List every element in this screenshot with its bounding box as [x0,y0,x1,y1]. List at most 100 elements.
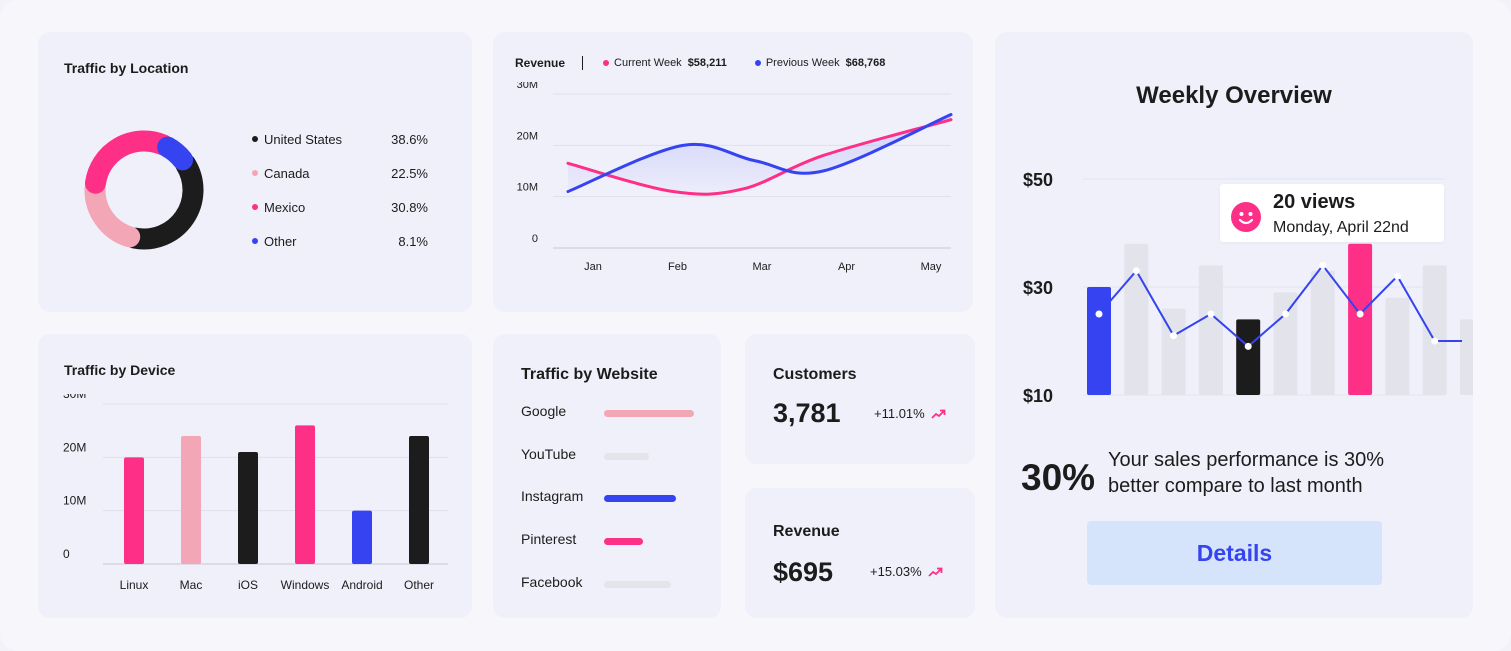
traffic-by-location-title: Traffic by Location [64,60,189,76]
x-tick-label: Jan [584,261,602,273]
trend-point [1132,267,1140,275]
weekly-bar [1236,319,1261,395]
legend-label: Other [264,233,297,249]
x-tick-label: Android [341,578,382,592]
website-label: Facebook [521,573,583,590]
weekly-bar [1124,243,1149,395]
trend-up-icon [931,409,946,419]
weekly-overview-card: Weekly Overview $10 $30 $50 20 views Monda… [995,32,1473,618]
website-item: Pinterest [521,531,701,551]
y-tick-label: 20M [517,130,538,142]
customers-title: Customers [773,366,857,383]
previous-week-label: Previous Week [765,57,840,69]
weekly-bar [1198,265,1223,395]
smiley-icon [1231,202,1261,232]
weekly-bar [1161,308,1186,395]
y-tick-label: 10M [63,494,86,508]
location-legend-item: Other 8.1% [252,231,428,251]
legend-label: Mexico [264,199,306,215]
device-bar-windows [295,425,315,564]
x-tick-label: iOS [238,578,258,592]
revenue-stat-change: +15.03% [870,564,943,579]
legend-dot [252,238,258,244]
device-bar-mac [181,436,201,564]
trend-point [1282,310,1289,318]
previous-week-value: $68,768 [845,57,886,69]
website-traffic-bar [604,538,643,546]
current-week-value: $58,211 [687,57,727,69]
x-tick-label: Apr [838,261,855,273]
traffic-by-location-card: Traffic by Location United States 38.6% Ca… [38,32,472,312]
traffic-by-website-card: Traffic by Website Google YouTube Instagra… [493,334,721,618]
current-week-label: Current Week [614,57,682,69]
previous-week-dot [754,60,761,66]
location-donut-chart [84,130,204,250]
legend-value: 8.1% [398,233,428,249]
x-tick-label: May [921,261,942,273]
y-tick-label: $50 [1023,170,1053,190]
x-tick-label: Mac [180,578,203,592]
revenue-chart-card: Revenue Current Week $58,211 Previous We… [493,32,973,312]
device-bar-other [409,436,429,564]
website-item: Google [521,403,701,423]
website-item: YouTube [521,446,701,466]
customers-card: Customers 3,781 +11.01% [745,334,975,464]
weekly-bar [1422,265,1447,395]
device-bar-linux [124,457,144,564]
y-tick-label: 30M [63,394,86,401]
y-tick-label: 30M [517,82,538,91]
weekly-overview-title: Weekly Overview [1136,82,1332,109]
customers-change-text: +11.01% [874,406,925,421]
revenue-line-chart: 0 10M 20M 30M Jan Feb Mar Apr May [517,82,953,273]
website-item: Instagram [521,488,701,508]
location-legend-item: Canada 22.5% [252,163,428,183]
donut-slice-canada [84,177,141,248]
performance-percent: 30% [1021,457,1096,498]
trend-point [1319,261,1327,269]
donut-slice-mexico [84,130,174,194]
legend-value: 22.5% [391,165,428,181]
trend-point [1356,310,1364,318]
current-week-dot [603,60,610,66]
details-button[interactable]: Details [1087,521,1382,585]
y-tick-label: 20M [63,440,86,454]
website-label: YouTube [521,445,577,462]
revenue-stat-title: Revenue [773,523,840,540]
area-between-series [568,114,951,195]
legend-dot [252,204,258,210]
trend-point [1095,310,1103,318]
device-bar-ios [238,452,258,564]
donut-slice-united-states [124,153,204,250]
customers-change: +11.01% [874,406,946,421]
website-traffic-bar [604,495,676,503]
legend-dot [252,170,258,176]
traffic-by-device-card: Traffic by Device 0 10M 20M 30M Linux Mac iOS W… [38,334,472,618]
weekly-bar [1385,297,1410,395]
website-label: Pinterest [521,531,577,548]
trend-point [1393,272,1401,280]
x-tick-label: Linux [120,578,149,592]
x-tick-label: Windows [281,578,330,592]
views-tooltip: 20 views Monday, April 22nd [1220,184,1444,242]
legend-dot [252,136,258,142]
website-traffic-bar [604,452,649,460]
device-bar-chart: 0 10M 20M 30M Linux Mac iOS Windows Android Other [63,394,448,592]
traffic-by-device-title: Traffic by Device [64,362,176,378]
revenue-stat-change-text: +15.03% [870,564,922,579]
series-line-previous-week [566,113,953,194]
customers-value: 3,781 [773,398,841,428]
revenue-stat-value: $695 [773,557,834,587]
location-legend-item: United States 38.6% [252,129,428,149]
revenue-chart-title: Revenue [515,56,566,70]
weekly-bar [1273,292,1298,395]
weekly-bar [1310,270,1335,395]
weekly-bar [1348,243,1373,395]
donut-slice-other [157,136,194,171]
website-label: Google [521,403,567,419]
x-tick-label: Mar [753,261,772,273]
y-tick-label: 10M [517,182,538,194]
y-tick-label: $30 [1023,278,1053,298]
y-tick-label: 0 [63,547,70,561]
website-traffic-bar [604,580,671,588]
